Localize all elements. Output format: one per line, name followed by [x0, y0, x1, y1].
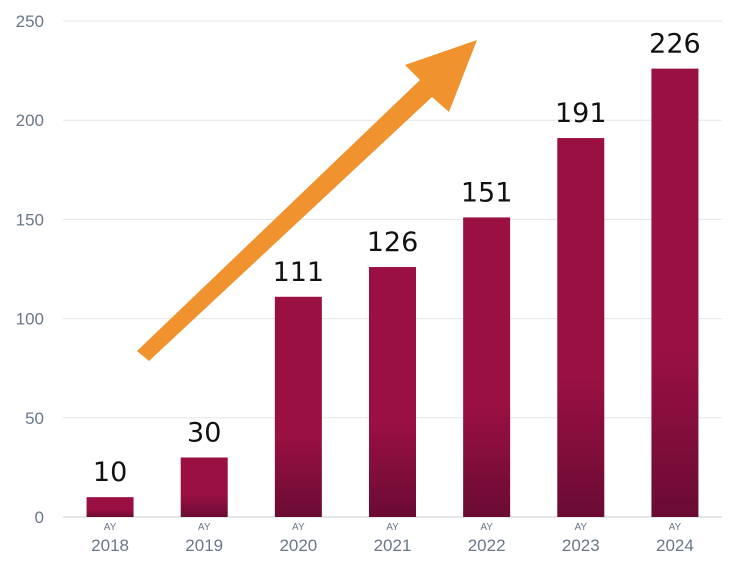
x-tick-prefix: AY	[386, 522, 399, 533]
data-label: 30	[187, 417, 221, 448]
data-label: 191	[555, 98, 607, 129]
y-tick-label: 150	[16, 210, 44, 229]
data-label: 111	[273, 257, 325, 288]
x-tick-label: 2021	[374, 536, 412, 555]
data-label: 126	[367, 227, 419, 258]
y-tick-label: 100	[16, 310, 44, 329]
bar	[86, 497, 134, 517]
x-tick-prefix: AY	[104, 522, 117, 533]
y-tick-label: 250	[16, 12, 44, 31]
trend-arrow-icon	[137, 40, 477, 361]
bars	[86, 68, 699, 517]
x-tick-label: 2022	[468, 536, 506, 555]
x-tick-label: 2020	[279, 536, 317, 555]
x-tick-label: 2018	[91, 536, 129, 555]
bar	[274, 296, 322, 517]
bar	[369, 267, 416, 517]
data-labels: 10 30 111 126 151 191 226	[93, 29, 701, 489]
x-tick-prefix: AY	[669, 522, 682, 533]
data-label: 151	[461, 177, 513, 208]
data-label: 10	[93, 457, 127, 488]
y-tick-label: 200	[16, 111, 44, 130]
x-tick-label: 2023	[562, 536, 600, 555]
y-tick-label: 50	[25, 409, 44, 428]
x-tick-prefix: AY	[480, 522, 493, 533]
x-tick-prefix: AY	[198, 522, 211, 533]
bar	[557, 138, 605, 517]
data-label: 226	[649, 29, 701, 60]
x-tick-prefix: AY	[574, 522, 587, 533]
x-tick-prefix: AY	[292, 522, 305, 533]
bar	[651, 68, 699, 517]
x-tick-label: 2024	[656, 536, 694, 555]
y-axis: 0 50 100 150 200 250	[16, 12, 44, 527]
x-axis: AY 2018 AY 2019 AY 2020 AY 2021 AY 2022 AY 2023 AY 20…	[91, 522, 694, 555]
bar	[463, 217, 511, 517]
x-tick-label: 2019	[185, 536, 223, 555]
bar	[180, 457, 228, 517]
y-tick-label: 0	[35, 508, 44, 527]
